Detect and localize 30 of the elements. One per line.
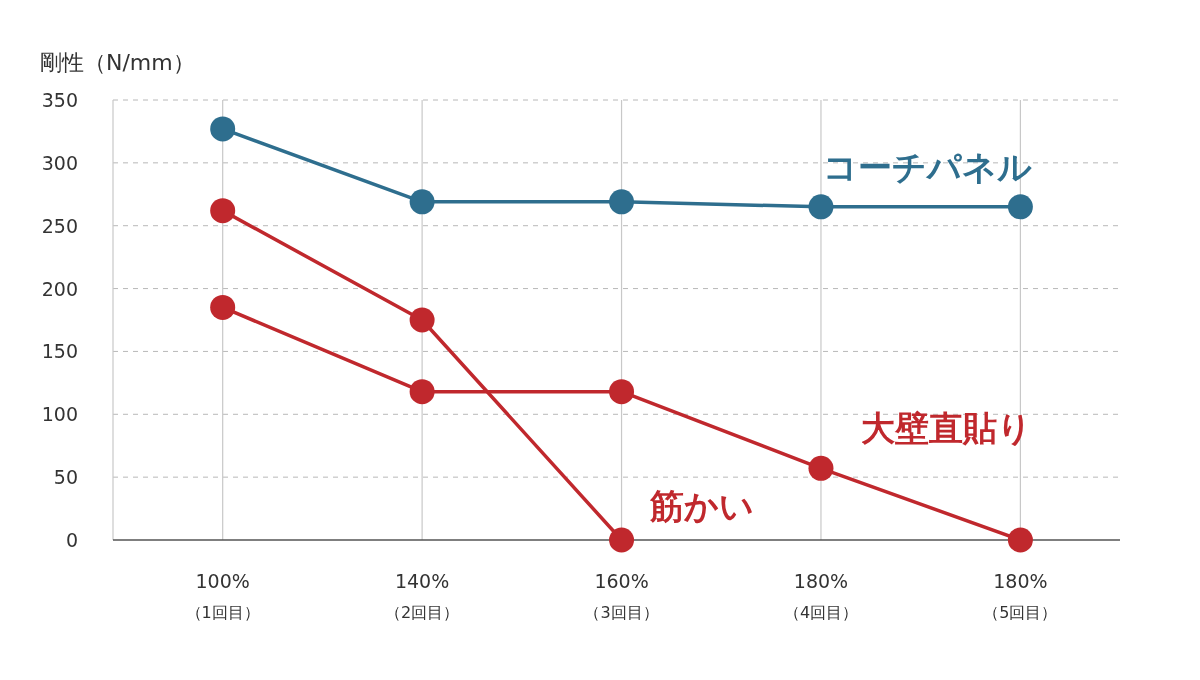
y-tick-label: 0 <box>65 529 78 551</box>
series-label: コーチパネル <box>823 146 1033 187</box>
point <box>808 455 834 481</box>
y-axis-title: 剛性（N/mm） <box>40 50 195 75</box>
point <box>609 527 635 553</box>
series-label: 筋かい <box>648 486 754 526</box>
point <box>1007 194 1033 220</box>
point <box>409 379 435 405</box>
point <box>210 198 236 224</box>
point <box>1007 527 1033 553</box>
y-tick-label: 250 <box>41 214 78 237</box>
x-tick-label: 140% （2回目） <box>385 570 460 622</box>
point <box>210 116 236 142</box>
point <box>609 379 635 405</box>
series-label: 大壁直貼り <box>861 408 1033 449</box>
point <box>609 189 635 215</box>
y-tick-label: 50 <box>53 466 78 489</box>
y-tick-label: 150 <box>41 340 78 363</box>
y-tick-label: 200 <box>41 277 78 300</box>
y-tick-label: 300 <box>41 151 78 174</box>
y-tick-label: 100 <box>41 403 78 426</box>
point <box>409 189 435 215</box>
x-tick-label: 180% （4回目） <box>783 570 859 622</box>
point <box>210 294 236 320</box>
y-tick-label: 350 <box>41 89 78 111</box>
x-tick-label: 180% （5回目） <box>983 570 1058 622</box>
x-tick-label: 100% （1回目） <box>185 570 260 622</box>
point <box>808 194 834 220</box>
point <box>409 307 435 333</box>
x-tick-label: 160% （3回目） <box>584 570 659 622</box>
